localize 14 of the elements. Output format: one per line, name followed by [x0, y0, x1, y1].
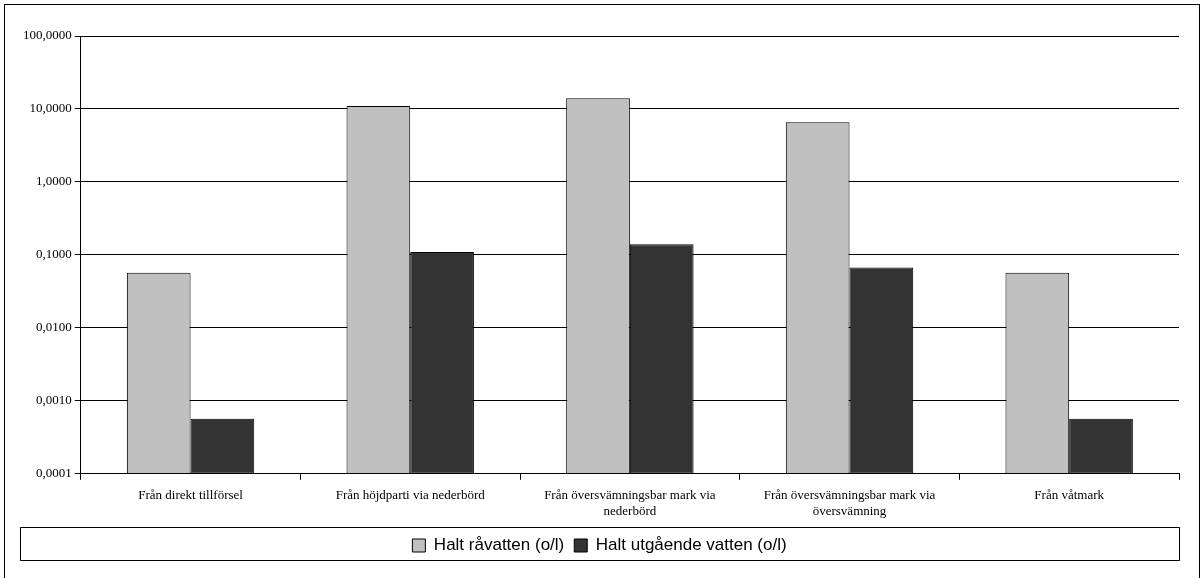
y-tick-label: 0,0010 — [36, 392, 72, 408]
y-tick-label: 1,0000 — [36, 173, 72, 189]
x-tick-label: Från direkt tillförsel — [138, 487, 244, 503]
legend-label: Halt råvatten (o/l) — [433, 535, 565, 555]
y-tick-label: 0,0001 — [36, 465, 72, 481]
legend-label: Halt utgående vatten (o/l) — [595, 535, 787, 555]
x-tick-label: Från översvämningsbar mark via översvämning — [763, 487, 936, 518]
y-tick-label: 0,0100 — [36, 319, 72, 335]
y-tick-label: 0,1000 — [36, 246, 72, 262]
y-tick-label: 100,0000 — [23, 27, 72, 43]
y-tick-label: 10,0000 — [29, 100, 72, 116]
x-tick-label: Från höjdparti via nederbörd — [335, 487, 486, 503]
x-tick-label: Från översvämningsbar mark via nederbörd — [544, 487, 716, 518]
x-tick-label: Från våtmark — [1034, 487, 1105, 503]
